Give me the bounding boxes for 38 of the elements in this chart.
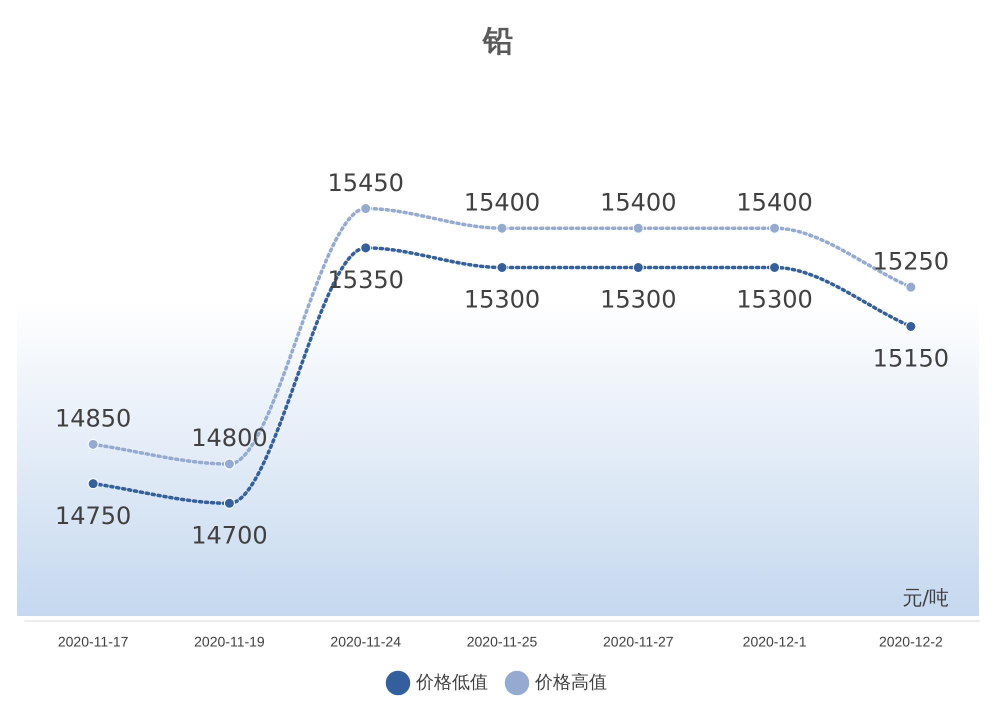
point [632,262,644,273]
data-label: 14850 [54,404,132,433]
point [769,262,780,273]
x-tick-label: 2020-12-1 [742,633,807,650]
data-label: 15300 [600,286,676,314]
x-tick-label: 2020-12-2 [878,633,943,650]
data-label: 15450 [328,168,404,197]
point [496,222,508,234]
data-label: 14800 [191,424,268,452]
data-label: 15400 [600,188,676,216]
point [496,262,508,273]
point [88,438,99,450]
point [224,498,235,509]
data-label: 15300 [464,286,540,314]
point [360,242,372,254]
data-label: 15150 [872,344,950,373]
x-tick-label: 2020-11-19 [194,633,265,650]
data-label: 14700 [191,522,268,550]
x-tick-label: 2020-11-25 [466,633,538,650]
data-label: 15250 [872,247,950,276]
point [360,203,372,214]
point [769,222,780,234]
point [224,458,235,470]
point [632,222,644,234]
text: 元/吨 [902,585,949,610]
data-label: 15300 [736,286,813,314]
x-tick-label: 2020-11-27 [602,633,674,650]
data-label: 15400 [736,188,813,216]
point [905,320,916,332]
point [88,478,99,490]
legend-label: 价格低值 [415,672,488,692]
x-tick-label: 2020-11-17 [58,633,129,650]
x-tick-label: 2020-11-24 [330,633,402,650]
data-label: 15400 [464,188,540,216]
legend-label: 价格高值 [534,672,607,692]
point [905,282,916,293]
data-label: 14750 [54,502,132,530]
chart-title: 铅 [481,24,513,59]
